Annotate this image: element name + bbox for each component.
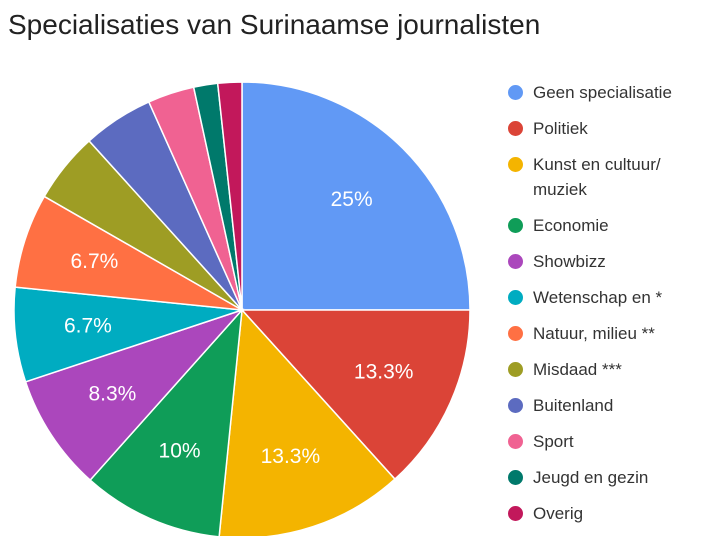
pie-slice <box>240 309 471 481</box>
legend-item: Kunst en cultuur/ muziek <box>508 152 713 202</box>
pie-slice <box>24 308 245 482</box>
legend-label: Politiek <box>533 119 588 138</box>
legend-swatch <box>508 218 523 233</box>
legend-label: Showbizz <box>533 252 606 271</box>
legend-label: Misdaad *** <box>533 360 622 379</box>
legend-item: Geen specialisatie <box>508 80 713 105</box>
legend-swatch <box>508 121 523 136</box>
data-label: 10% <box>159 439 201 462</box>
legend-item: Natuur, milieu ** <box>508 321 713 346</box>
legend-item: Economie <box>508 213 713 238</box>
legend-swatch <box>508 362 523 377</box>
legend-swatch <box>508 506 523 521</box>
legend-item: Overig <box>508 501 713 526</box>
legend-label: Economie <box>533 216 609 235</box>
legend-swatch <box>508 398 523 413</box>
legend-label: Jeugd en gezin <box>533 468 649 487</box>
pie-slice <box>218 308 396 536</box>
legend-swatch <box>508 326 523 341</box>
legend-swatch <box>508 434 523 449</box>
data-label: 8.3% <box>88 383 136 406</box>
legend-item: Sport <box>508 429 713 454</box>
legend-swatch <box>508 254 523 269</box>
legend-label: Wetenschap en * <box>533 288 663 307</box>
legend-label: Natuur, milieu ** <box>533 324 655 343</box>
legend-label: Geen specialisatie <box>533 83 672 102</box>
data-label: 6.7% <box>64 315 112 338</box>
legend-item: Misdaad *** <box>508 357 713 382</box>
data-label: 13.3% <box>261 445 321 468</box>
legend-item: Jeugd en gezin <box>508 465 713 490</box>
pie-slice <box>241 81 471 311</box>
data-label: 25% <box>331 188 373 211</box>
legend-swatch <box>508 85 523 100</box>
data-label: 6.7% <box>70 250 118 273</box>
data-label: 13.3% <box>354 360 414 383</box>
legend-item: Politiek <box>508 116 713 141</box>
legend-item: Showbizz <box>508 249 713 274</box>
legend-label: Overig <box>533 504 584 523</box>
legend-swatch <box>508 290 523 305</box>
legend-swatch <box>508 470 523 485</box>
legend-label: Sport <box>533 432 574 451</box>
legend-swatch <box>508 157 523 172</box>
chart-title: Specialisaties van Surinaamse journalist… <box>8 9 540 40</box>
legend-label: Buitenland <box>533 396 614 415</box>
legend-item: Wetenschap en * <box>508 285 713 310</box>
legend-label: Kunst en cultuur/ muziek <box>533 155 661 199</box>
pie-slice <box>216 81 243 311</box>
legend: Geen specialisatie Politiek Kunst en cultu… <box>508 80 713 536</box>
legend-item: Buitenland <box>508 393 713 418</box>
